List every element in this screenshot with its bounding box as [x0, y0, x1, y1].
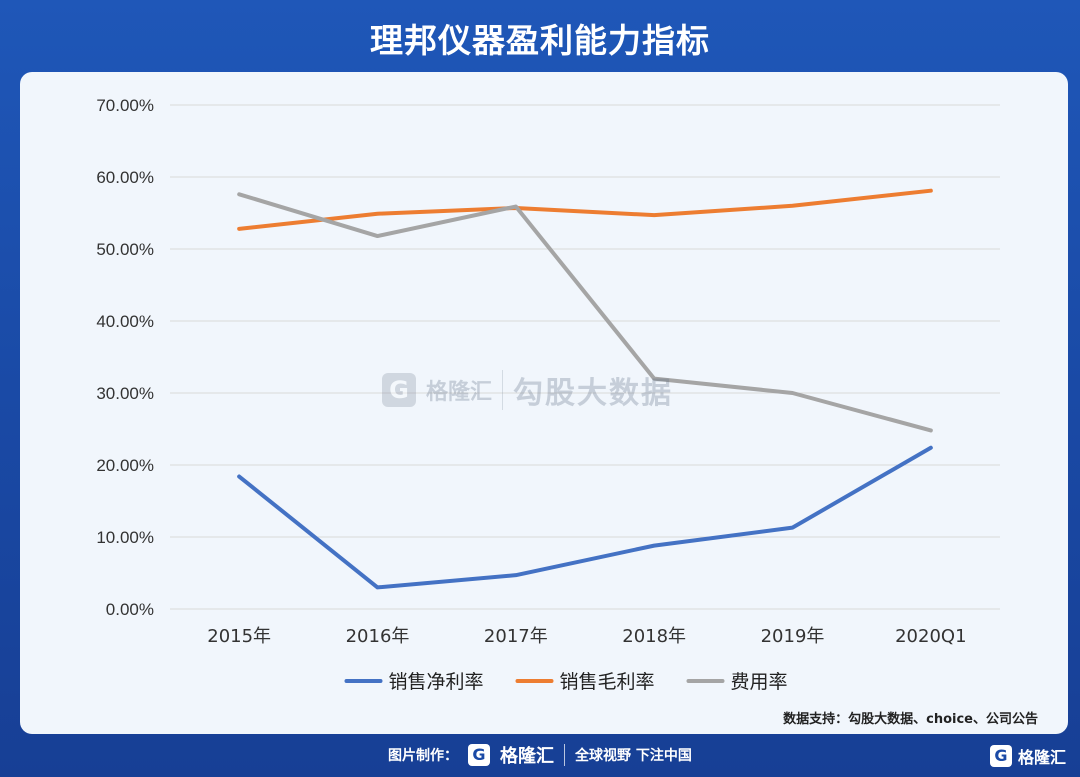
footer-logo-icon: G: [468, 744, 490, 766]
x-tick-label: 2017年: [484, 626, 548, 647]
chart-panel: 0.00% 10.00% 20.00% 30.00% 40.00% 50.00% 60.00…: [20, 72, 1068, 734]
footer-slogan: 全球视野 下注中国: [575, 748, 692, 764]
watermark-brand: 格隆汇: [426, 380, 493, 405]
series-line-3: [237, 192, 933, 433]
line-chart: 0.00% 10.00% 20.00% 30.00% 40.00% 50.00% 60.00…: [96, 96, 1000, 693]
y-tick-label: 50.00%: [96, 240, 154, 259]
watermark-logo-icon: G: [382, 373, 416, 407]
y-tick-label: 0.00%: [106, 600, 154, 619]
x-tick-label: 2020Q1: [895, 626, 966, 647]
legend-label: 销售毛利率: [560, 671, 655, 693]
footer-divider: [564, 744, 565, 766]
watermark-text: 勾股大数据: [513, 376, 674, 411]
x-tick-label: 2016年: [346, 626, 410, 647]
y-tick-label: 30.00%: [96, 384, 154, 403]
legend-label: 销售净利率: [389, 671, 484, 693]
y-tick-label: 10.00%: [96, 528, 154, 547]
y-tick-label: 20.00%: [96, 456, 154, 475]
footer: 图片制作： G 格隆汇 全球视野 下注中国: [388, 740, 692, 770]
corner-brand: G 格隆汇: [989, 744, 1066, 768]
corner-brand-text: 格隆汇: [1017, 748, 1066, 767]
legend-label: 费用率: [731, 671, 788, 693]
y-tick-label: 70.00%: [96, 96, 154, 115]
watermark: G 格隆汇 勾股大数据: [382, 368, 673, 412]
x-tick-label: 2018年: [622, 626, 686, 647]
footer-label: 图片制作：: [388, 748, 458, 764]
x-tick-label: 2015年: [207, 626, 271, 647]
watermark-divider: [502, 370, 504, 410]
y-tick-label: 40.00%: [96, 312, 154, 331]
page-title: 理邦仪器盈利能力指标: [370, 21, 710, 60]
series-line-1: [237, 445, 933, 590]
series-line-2: [237, 188, 933, 231]
footer-brand: 格隆汇: [500, 746, 554, 767]
x-tick-label: 2019年: [761, 626, 825, 647]
source-note: 数据支持：勾股大数据、choice、公司公告: [783, 712, 1038, 727]
corner-logo-icon: G: [989, 745, 1012, 767]
y-tick-label: 60.00%: [96, 168, 154, 187]
